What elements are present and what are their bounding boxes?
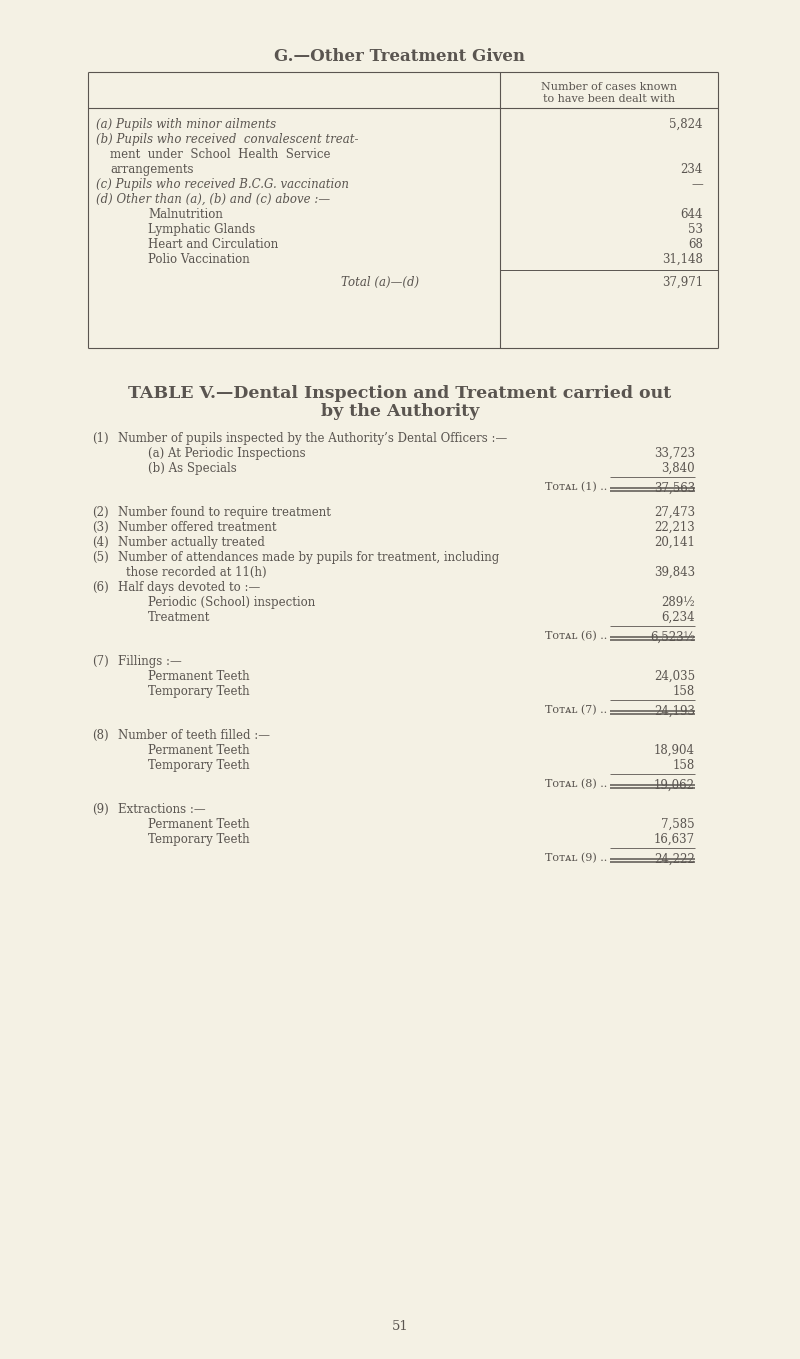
- Text: ment  under  School  Health  Service: ment under School Health Service: [110, 148, 330, 160]
- Text: 39,843: 39,843: [654, 565, 695, 579]
- Text: Tᴏᴛᴀʟ (1) ..: Tᴏᴛᴀʟ (1) ..: [545, 482, 607, 492]
- Text: 68: 68: [688, 238, 703, 251]
- Text: 37,971: 37,971: [662, 276, 703, 289]
- Text: Tᴏᴛᴀʟ (8) ..: Tᴏᴛᴀʟ (8) ..: [545, 779, 607, 790]
- Text: 31,148: 31,148: [662, 253, 703, 266]
- Text: 18,904: 18,904: [654, 743, 695, 757]
- Text: (5): (5): [92, 550, 109, 564]
- Text: by the Authority: by the Authority: [321, 404, 479, 420]
- Text: Tᴏᴛᴀʟ (9) ..: Tᴏᴛᴀʟ (9) ..: [545, 853, 607, 863]
- Text: Number of teeth filled :—: Number of teeth filled :—: [118, 728, 270, 742]
- Text: 24,035: 24,035: [654, 670, 695, 684]
- Text: Extractions :—: Extractions :—: [118, 803, 206, 815]
- Text: 6,234: 6,234: [662, 612, 695, 624]
- Text: Treatment: Treatment: [148, 612, 210, 624]
- Text: TABLE V.—Dental Inspection and Treatment carried out: TABLE V.—Dental Inspection and Treatment…: [128, 385, 672, 402]
- Text: G.—Other Treatment Given: G.—Other Treatment Given: [274, 48, 526, 65]
- Text: (c) Pupils who received B.C.G. vaccination: (c) Pupils who received B.C.G. vaccinati…: [96, 178, 349, 192]
- Text: Permanent Teeth: Permanent Teeth: [148, 818, 250, 830]
- Text: 7,585: 7,585: [662, 818, 695, 830]
- Text: Temporary Teeth: Temporary Teeth: [148, 685, 250, 699]
- Text: 6,523½: 6,523½: [650, 631, 695, 644]
- Text: Total (a)—(d): Total (a)—(d): [341, 276, 419, 289]
- Text: Malnutrition: Malnutrition: [148, 208, 223, 222]
- Text: (7): (7): [92, 655, 109, 669]
- Text: Number of pupils inspected by the Authority’s Dental Officers :—: Number of pupils inspected by the Author…: [118, 432, 507, 444]
- Text: 3,840: 3,840: [662, 462, 695, 476]
- Text: 644: 644: [681, 208, 703, 222]
- Text: Permanent Teeth: Permanent Teeth: [148, 670, 250, 684]
- Text: 37,563: 37,563: [654, 482, 695, 495]
- Text: Number found to require treatment: Number found to require treatment: [118, 506, 331, 519]
- Text: 22,213: 22,213: [654, 520, 695, 534]
- Text: 158: 158: [673, 758, 695, 772]
- Text: Number offered treatment: Number offered treatment: [118, 520, 277, 534]
- Text: (6): (6): [92, 582, 109, 594]
- Text: Temporary Teeth: Temporary Teeth: [148, 758, 250, 772]
- Text: (8): (8): [92, 728, 109, 742]
- Text: (a) Pupils with minor ailments: (a) Pupils with minor ailments: [96, 118, 276, 130]
- Text: (4): (4): [92, 535, 109, 549]
- Text: Number actually treated: Number actually treated: [118, 535, 265, 549]
- Text: (1): (1): [92, 432, 109, 444]
- Text: Heart and Circulation: Heart and Circulation: [148, 238, 278, 251]
- Text: (2): (2): [92, 506, 109, 519]
- Text: Fillings :—: Fillings :—: [118, 655, 182, 669]
- Text: (b) Pupils who received  convalescent treat-: (b) Pupils who received convalescent tre…: [96, 133, 358, 145]
- Text: Periodic (School) inspection: Periodic (School) inspection: [148, 597, 315, 609]
- Text: Lymphatic Glands: Lymphatic Glands: [148, 223, 255, 236]
- Text: Permanent Teeth: Permanent Teeth: [148, 743, 250, 757]
- Text: 51: 51: [392, 1320, 408, 1333]
- Text: (9): (9): [92, 803, 109, 815]
- Text: 16,637: 16,637: [654, 833, 695, 847]
- Text: 234: 234: [681, 163, 703, 177]
- Text: Number of cases known: Number of cases known: [541, 82, 677, 92]
- Text: Number of attendances made by pupils for treatment, including: Number of attendances made by pupils for…: [118, 550, 499, 564]
- Text: arrangements: arrangements: [110, 163, 194, 177]
- Text: (a) At Periodic Inspections: (a) At Periodic Inspections: [148, 447, 306, 459]
- Text: 53: 53: [688, 223, 703, 236]
- Text: 289½: 289½: [662, 597, 695, 609]
- Text: Half days devoted to :—: Half days devoted to :—: [118, 582, 260, 594]
- Text: 24,222: 24,222: [654, 853, 695, 866]
- Text: 33,723: 33,723: [654, 447, 695, 459]
- Text: to have been dealt with: to have been dealt with: [543, 94, 675, 105]
- Text: 24,193: 24,193: [654, 705, 695, 718]
- Text: those recorded at 11(h): those recorded at 11(h): [126, 565, 266, 579]
- Text: Temporary Teeth: Temporary Teeth: [148, 833, 250, 847]
- Text: (b) As Specials: (b) As Specials: [148, 462, 237, 476]
- Text: (3): (3): [92, 520, 109, 534]
- Text: 5,824: 5,824: [670, 118, 703, 130]
- Text: Polio Vaccination: Polio Vaccination: [148, 253, 250, 266]
- Text: 158: 158: [673, 685, 695, 699]
- Text: 20,141: 20,141: [654, 535, 695, 549]
- Text: Tᴏᴛᴀʟ (6) ..: Tᴏᴛᴀʟ (6) ..: [545, 631, 607, 641]
- Text: 27,473: 27,473: [654, 506, 695, 519]
- Text: 19,062: 19,062: [654, 779, 695, 792]
- Text: Tᴏᴛᴀʟ (7) ..: Tᴏᴛᴀʟ (7) ..: [545, 705, 607, 715]
- Text: (d) Other than (a), (b) and (c) above :—: (d) Other than (a), (b) and (c) above :—: [96, 193, 330, 207]
- Text: —: —: [691, 178, 703, 192]
